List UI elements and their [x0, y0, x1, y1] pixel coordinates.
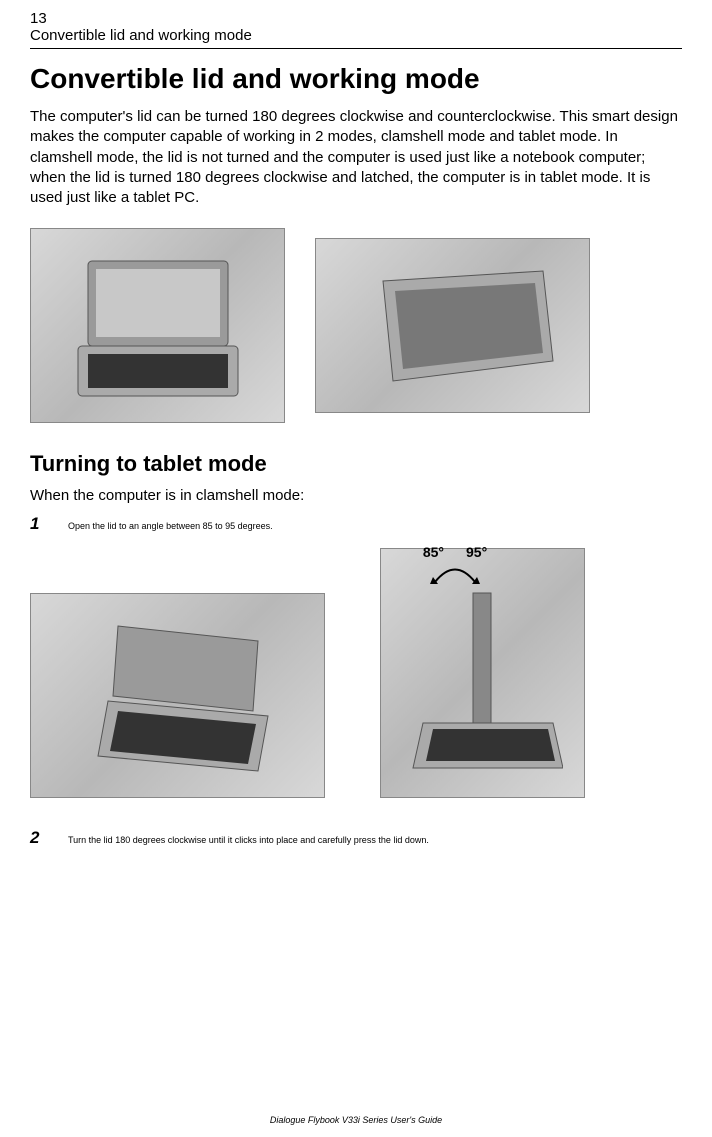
laptop-side-icon [403, 573, 563, 773]
header-section-title: Convertible lid and working mode [30, 27, 682, 49]
step-number: 2 [30, 828, 68, 848]
footer-text: Dialogue Flybook V33i Series User's Guid… [0, 1115, 712, 1125]
angle-right-label: 95° [466, 544, 487, 560]
rotation-arc-icon [430, 562, 480, 586]
step-2: 2 Turn the lid 180 degrees clockwise unt… [30, 828, 682, 848]
tablet-mode-image [315, 238, 590, 413]
intro-line: When the computer is in clamshell mode: [30, 487, 682, 504]
laptop-angle-image [380, 548, 585, 798]
step-text: Turn the lid 180 degrees clockwise until… [68, 835, 429, 847]
main-title: Convertible lid and working mode [30, 63, 682, 95]
page-number: 13 [30, 0, 682, 27]
tablet-icon [343, 261, 563, 391]
step-1: 1 Open the lid to an angle between 85 to… [30, 514, 682, 534]
image-row-open-lid: 85° 95° [30, 548, 682, 798]
laptop-open-icon [58, 616, 298, 776]
angle-left-label: 85° [423, 544, 444, 560]
step-text: Open the lid to an angle between 85 to 9… [68, 521, 273, 533]
body-paragraph: The computer's lid can be turned 180 deg… [30, 107, 682, 208]
step-number: 1 [30, 514, 68, 534]
angle-diagram: 85° 95° [325, 548, 585, 798]
clamshell-mode-image [30, 228, 285, 423]
subtitle: Turning to tablet mode [30, 451, 682, 477]
laptop-open-image [30, 593, 325, 798]
image-row-modes [30, 228, 682, 423]
laptop-icon [58, 251, 258, 401]
